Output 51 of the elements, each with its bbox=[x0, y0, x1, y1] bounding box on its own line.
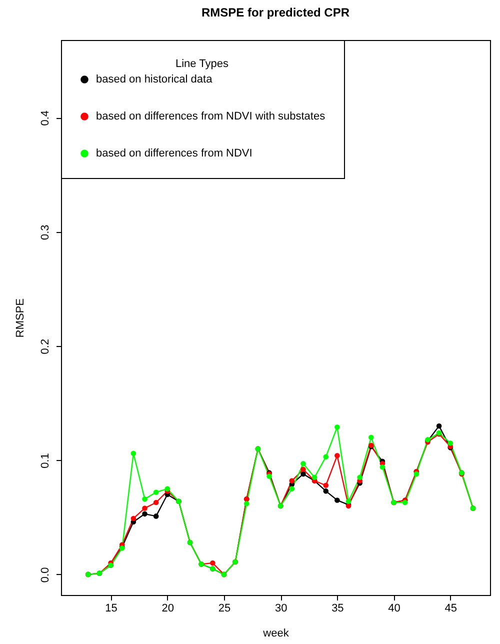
point bbox=[142, 511, 148, 517]
y-tick-label: 0.4 bbox=[40, 110, 52, 126]
point bbox=[300, 466, 306, 472]
y-tick-label: 0.2 bbox=[40, 338, 52, 354]
point bbox=[300, 461, 306, 466]
point bbox=[300, 471, 306, 477]
legend-label: based on historical data bbox=[96, 74, 214, 86]
point bbox=[289, 486, 295, 492]
point bbox=[380, 464, 386, 470]
point bbox=[142, 496, 148, 502]
point bbox=[323, 482, 329, 488]
point bbox=[323, 454, 329, 460]
x-tick-label: 20 bbox=[162, 602, 174, 614]
point bbox=[142, 506, 148, 511]
point bbox=[368, 434, 374, 440]
x-axis-title: week bbox=[262, 628, 290, 640]
chart-title: RMSPE for predicted CPR bbox=[201, 6, 350, 20]
point bbox=[210, 560, 216, 566]
point bbox=[334, 498, 340, 503]
point bbox=[312, 474, 318, 480]
point bbox=[402, 500, 408, 506]
point bbox=[357, 474, 362, 480]
point bbox=[266, 474, 272, 479]
point bbox=[289, 478, 295, 484]
x-tick-label: 30 bbox=[274, 602, 288, 614]
x-tick-label: 45 bbox=[444, 602, 458, 614]
point bbox=[244, 501, 250, 506]
point bbox=[323, 488, 329, 494]
point bbox=[346, 498, 352, 504]
x-tick-label: 25 bbox=[218, 602, 231, 614]
x-tick-label: 15 bbox=[105, 602, 118, 614]
point bbox=[153, 490, 159, 495]
x-tick-label: 40 bbox=[388, 602, 400, 614]
point bbox=[153, 514, 159, 519]
point bbox=[130, 450, 136, 456]
legend-label: based on differences from NDVI with substates bbox=[96, 110, 326, 122]
legend-title: Line Types bbox=[175, 58, 229, 70]
y-tick-label: 0.0 bbox=[40, 567, 52, 583]
point bbox=[414, 471, 420, 477]
point bbox=[448, 440, 454, 446]
point bbox=[436, 423, 442, 429]
y-tick-label: 0.3 bbox=[40, 224, 52, 240]
point bbox=[334, 424, 340, 430]
point bbox=[130, 516, 136, 522]
y-axis-title: RMSPE bbox=[14, 298, 26, 338]
legend-label: based on differences from NDVI bbox=[96, 148, 252, 160]
x-tick-label: 35 bbox=[332, 602, 344, 614]
point bbox=[164, 486, 170, 492]
point bbox=[334, 453, 340, 458]
y-tick-label: 0.1 bbox=[40, 453, 52, 468]
point bbox=[153, 500, 159, 506]
